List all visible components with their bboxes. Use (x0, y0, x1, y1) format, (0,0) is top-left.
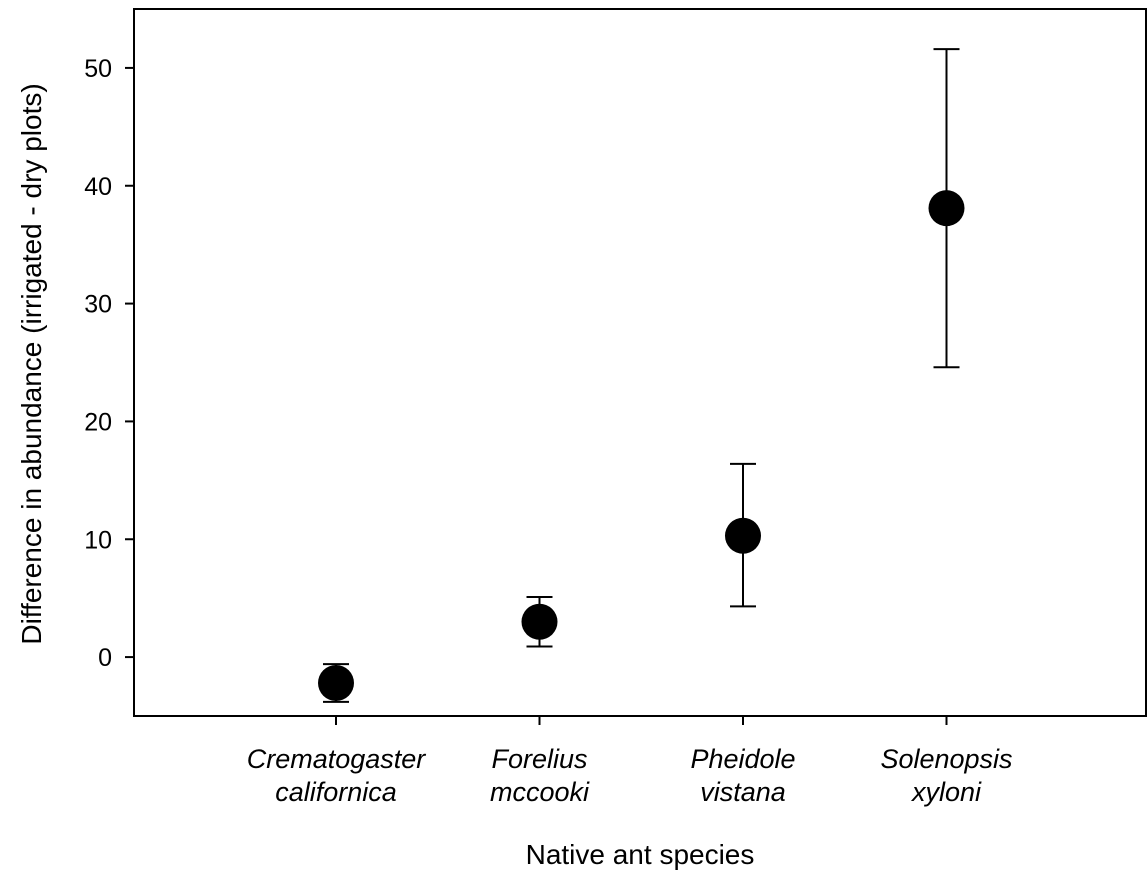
data-point (521, 603, 558, 640)
y-tick-label: 40 (84, 173, 112, 201)
y-tick-label: 10 (84, 526, 112, 554)
x-category-label: Forelius mccooki (490, 744, 590, 807)
x-category-label: Solenopsis xyloni (880, 744, 1012, 807)
x-axis-title: Native ant species (526, 839, 755, 870)
x-category-label: Crematogaster californica (247, 744, 427, 807)
x-category-label: Pheidole vistana (690, 744, 795, 807)
y-axis-title: Difference in abundance (irrigated - dry… (16, 83, 47, 644)
data-point (318, 665, 354, 702)
y-tick-label: 50 (84, 55, 112, 83)
y-tick-label: 30 (84, 291, 112, 319)
data-point (725, 517, 761, 554)
data-point (928, 190, 965, 227)
plot-frame (133, 8, 1147, 717)
y-tick-label: 20 (84, 408, 112, 436)
y-tick-label: 0 (98, 644, 112, 672)
